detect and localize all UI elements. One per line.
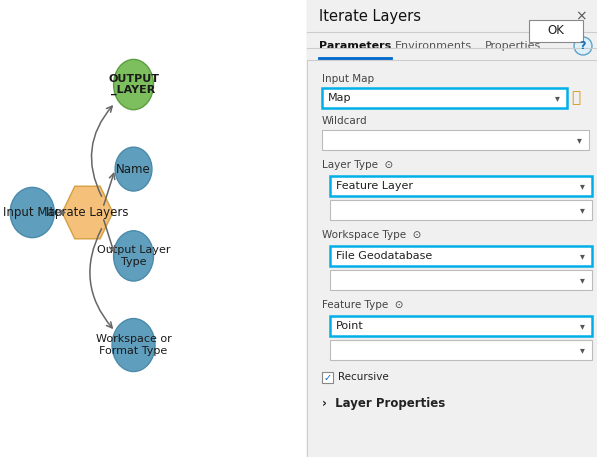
Text: ×: ×: [576, 9, 587, 23]
FancyBboxPatch shape: [322, 130, 589, 150]
Polygon shape: [62, 186, 113, 239]
Text: Wildcard: Wildcard: [322, 116, 368, 126]
Ellipse shape: [112, 319, 155, 372]
Text: ▾: ▾: [577, 135, 581, 145]
FancyBboxPatch shape: [322, 88, 567, 108]
Text: File Geodatabase: File Geodatabase: [336, 251, 432, 261]
Text: Workspace Type  ⊙: Workspace Type ⊙: [322, 230, 421, 240]
FancyBboxPatch shape: [322, 372, 333, 383]
FancyBboxPatch shape: [330, 246, 592, 266]
Text: ▾: ▾: [580, 275, 584, 285]
FancyBboxPatch shape: [307, 0, 597, 32]
Text: Recursive: Recursive: [338, 372, 389, 383]
Text: ›  Layer Properties: › Layer Properties: [322, 397, 445, 409]
Text: ▾: ▾: [580, 251, 584, 261]
Text: Layer Type  ⊙: Layer Type ⊙: [322, 160, 393, 170]
FancyBboxPatch shape: [330, 270, 592, 290]
Text: ?: ?: [580, 41, 586, 51]
Text: Workspace or
Format Type: Workspace or Format Type: [96, 334, 171, 356]
FancyBboxPatch shape: [330, 340, 592, 360]
Text: Name: Name: [116, 163, 151, 175]
Ellipse shape: [10, 187, 54, 238]
Ellipse shape: [113, 231, 153, 281]
Text: Output Layer
Type: Output Layer Type: [97, 245, 170, 267]
Text: Environments: Environments: [395, 41, 472, 51]
FancyBboxPatch shape: [330, 316, 592, 336]
Text: Properties: Properties: [485, 41, 541, 51]
Text: Iterate Layers: Iterate Layers: [319, 9, 421, 23]
Text: Map: Map: [328, 93, 352, 103]
Text: OUTPUT
_LAYER: OUTPUT _LAYER: [108, 74, 159, 96]
Text: Input Map: Input Map: [322, 74, 374, 84]
FancyBboxPatch shape: [307, 32, 597, 60]
Ellipse shape: [113, 59, 153, 110]
Text: ▾: ▾: [555, 93, 559, 103]
Circle shape: [574, 37, 592, 55]
Text: Input Map: Input Map: [2, 206, 62, 219]
Text: Point: Point: [336, 321, 364, 331]
FancyBboxPatch shape: [330, 176, 592, 196]
Text: 📁: 📁: [571, 90, 580, 106]
Text: ▾: ▾: [580, 321, 584, 331]
FancyBboxPatch shape: [330, 200, 592, 220]
Text: ▾: ▾: [580, 345, 584, 355]
Ellipse shape: [115, 147, 152, 191]
FancyBboxPatch shape: [529, 20, 583, 42]
Text: OK: OK: [547, 25, 564, 37]
Text: Feature Type  ⊙: Feature Type ⊙: [322, 300, 404, 310]
Text: Feature Layer: Feature Layer: [336, 181, 413, 191]
Text: ▾: ▾: [580, 181, 584, 191]
Text: ▾: ▾: [580, 205, 584, 215]
Text: Parameters: Parameters: [319, 41, 391, 51]
FancyBboxPatch shape: [307, 0, 597, 457]
Text: ✓: ✓: [324, 372, 331, 383]
Text: Iterate Layers: Iterate Layers: [46, 206, 129, 219]
